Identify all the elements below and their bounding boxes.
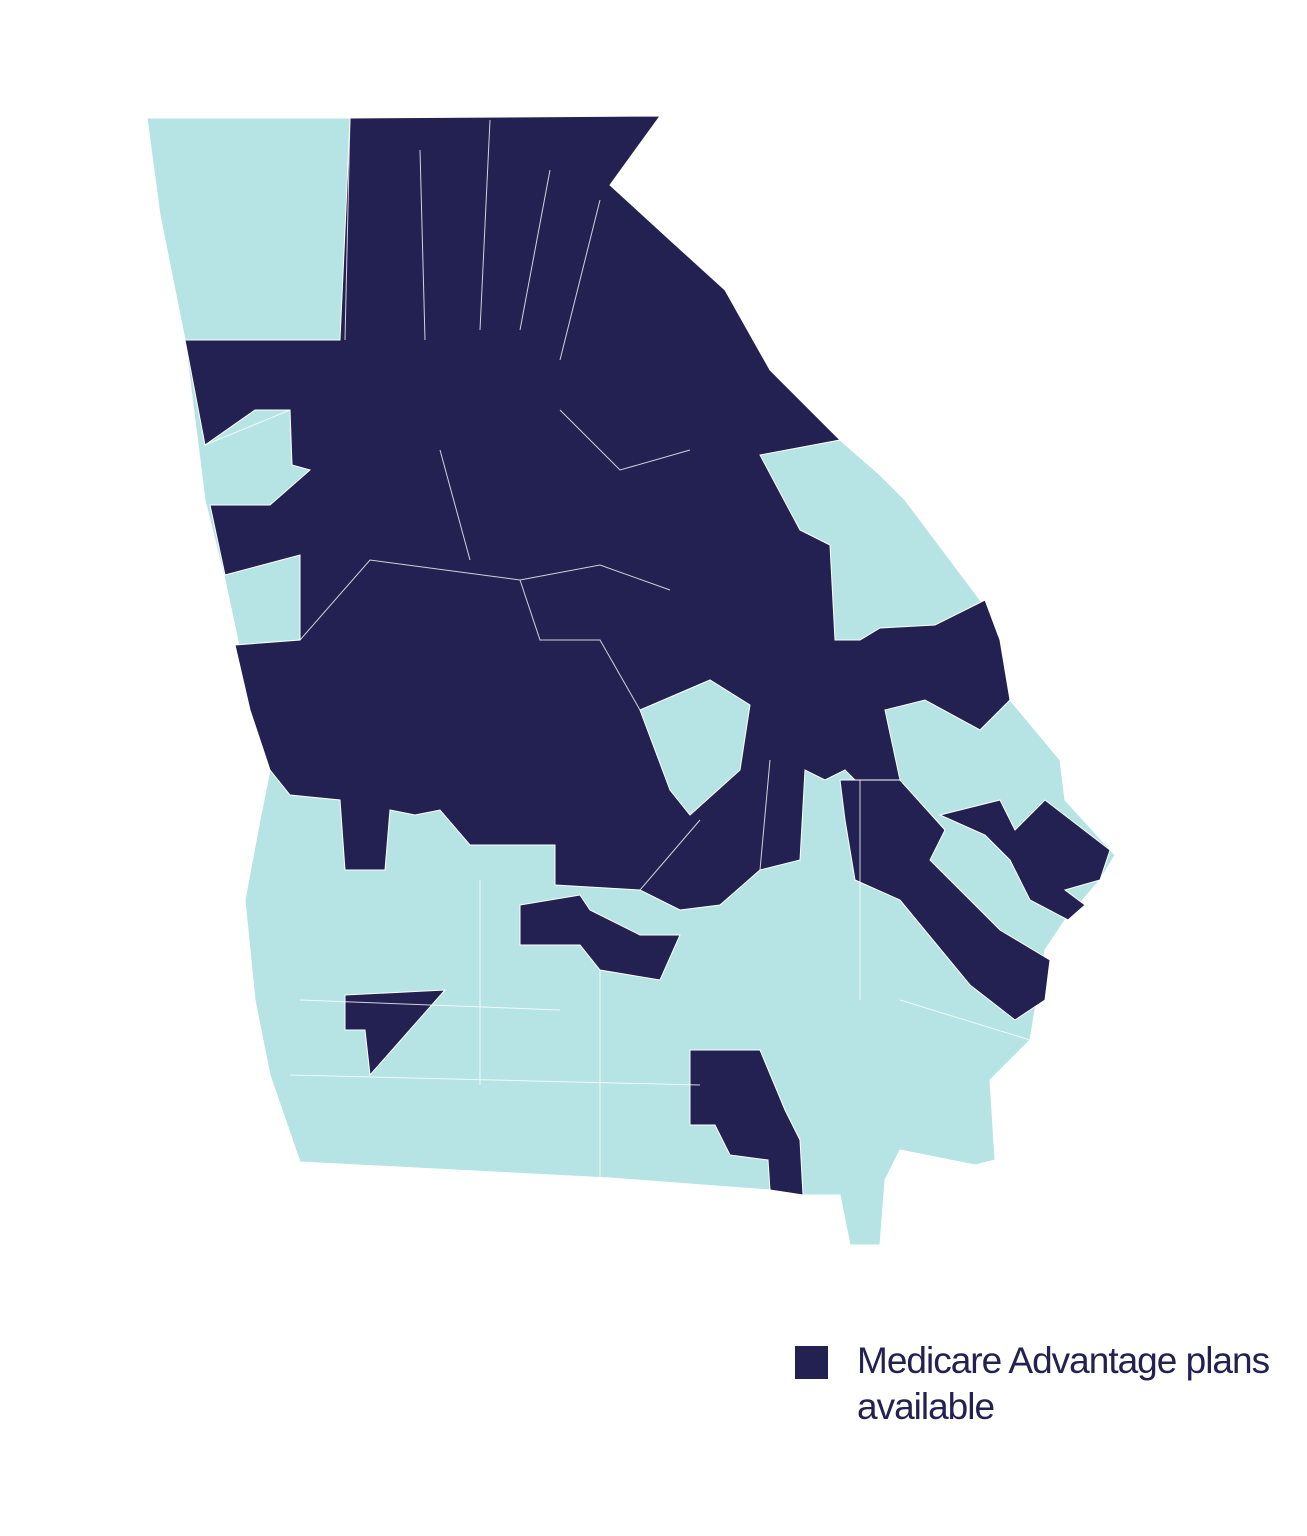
county-plans-available-south [689,1049,804,1196]
county-plans-available-southwest [344,989,447,1077]
county-borders [185,117,1031,1178]
county-no-plans-central [639,679,751,816]
region-plans-available-north [184,115,1011,911]
region-plans-available-coast-east [938,799,1111,921]
legend-label: Medicare Advantage plans available [857,1340,1270,1427]
legend: Medicare Advantage plans available [795,1338,1277,1430]
region-plans-available-coast [839,779,1051,1021]
legend-swatch [795,1346,828,1379]
region-plans-available-south-central [519,894,681,981]
